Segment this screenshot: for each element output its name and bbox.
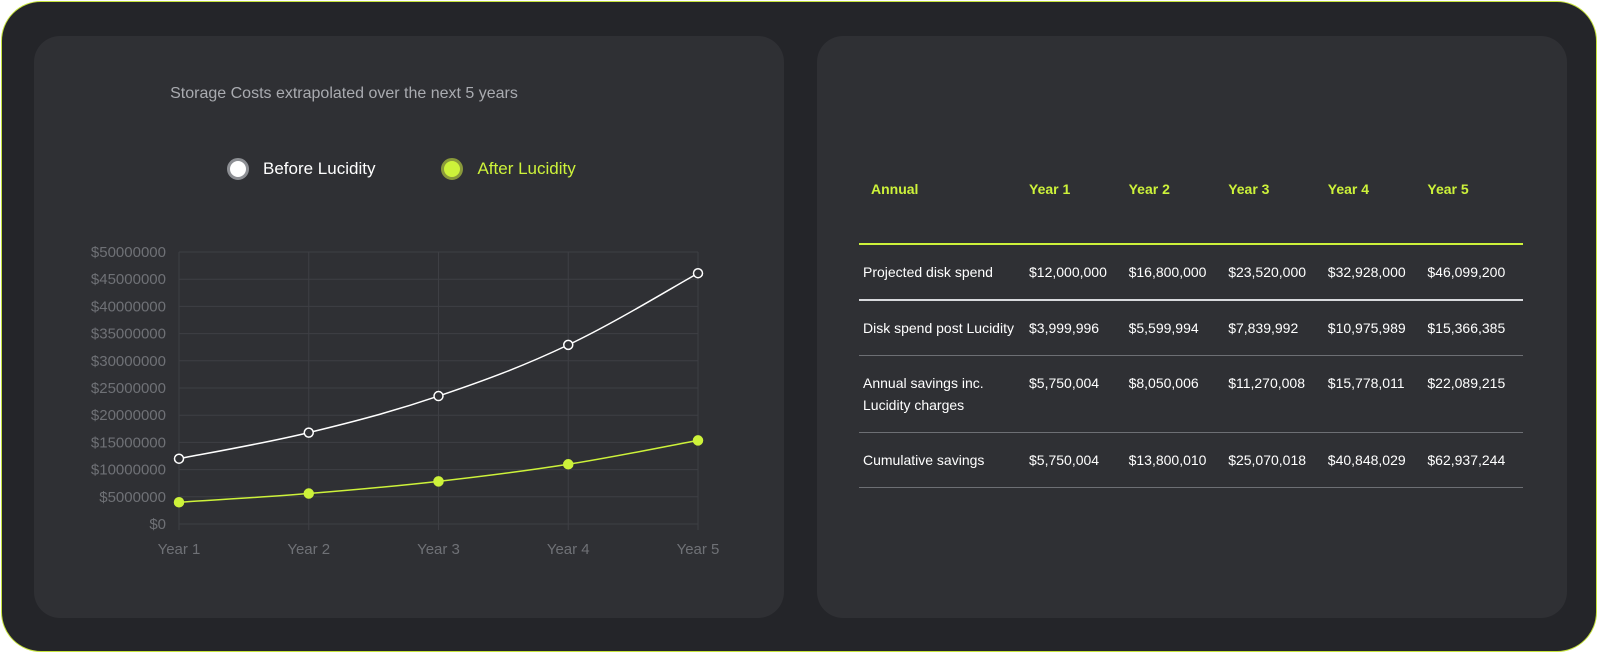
data-point-before: [303, 427, 314, 438]
y-tick-label: $5000000: [99, 489, 166, 506]
x-tick-label: Year 2: [287, 541, 330, 558]
row-label: Projected disk spend: [859, 244, 1025, 301]
row-label: Annual savings inc. Lucidity charges: [859, 355, 1025, 433]
header-year-1: Year 1: [1025, 181, 1125, 245]
header-year-4: Year 4: [1323, 181, 1424, 245]
table-cell: $12,000,000: [1025, 244, 1125, 301]
table-cell: $22,089,215: [1423, 355, 1523, 433]
data-point-after: [563, 459, 574, 470]
table-cell: $16,800,000: [1124, 244, 1225, 301]
y-tick-label: $15000000: [91, 434, 166, 451]
legend-label-before: Before Lucidity: [263, 159, 376, 178]
x-tick-label: Year 5: [677, 541, 720, 558]
table-header-row: Annual Year 1 Year 2 Year 3 Year 4 Year …: [859, 181, 1523, 245]
y-tick-label: $30000000: [91, 353, 166, 370]
line-chart: $0 $5000000 $10000000 $15000000 $20000000 $25…: [91, 244, 720, 558]
data-point-before: [433, 390, 444, 402]
savings-table-wrap: Annual Year 1 Year 2 Year 3 Year 4 Year …: [859, 181, 1523, 488]
table-cell: $13,800,010: [1124, 432, 1225, 488]
table-row-cumulative: Cumulative savings $5,750,004 $13,800,01…: [859, 432, 1523, 488]
table-panel: Annual Year 1 Year 2 Year 3 Year 4 Year …: [817, 36, 1567, 618]
table-cell: $7,839,992: [1224, 300, 1324, 356]
y-tick-label: $50000000: [91, 244, 166, 261]
table-cell: $23,520,000: [1224, 244, 1324, 301]
chart-panel: Storage Costs extrapolated over the next…: [34, 36, 784, 618]
data-point-before: [692, 267, 704, 279]
data-point-after: [173, 496, 185, 508]
y-tick-label: $20000000: [91, 407, 166, 424]
legend-marker-after-icon: [441, 158, 464, 180]
table-cell: $32,928,000: [1323, 244, 1424, 301]
data-point-after: [303, 488, 314, 499]
x-tick-label: Year 3: [417, 541, 460, 558]
table-cell: $5,599,994: [1124, 300, 1225, 356]
table-cell: $25,070,018: [1224, 432, 1324, 488]
data-point-after: [692, 435, 704, 446]
chart-title: Storage Costs extrapolated over the next…: [170, 85, 518, 102]
header-year-2: Year 2: [1124, 181, 1225, 245]
y-tick-label: $25000000: [91, 380, 166, 397]
table-cell: $10,975,989: [1323, 300, 1424, 356]
table-cell: $5,750,004: [1025, 355, 1125, 433]
table-row-annual-savings: Annual savings inc. Lucidity charges $5,…: [859, 355, 1523, 433]
row-label: Cumulative savings: [859, 432, 1025, 488]
x-tick-label: Year 4: [547, 541, 590, 558]
header-annual: Annual: [859, 181, 1025, 245]
table-cell: $46,099,200: [1423, 244, 1523, 301]
table-cell: $62,937,244: [1423, 432, 1523, 488]
header-year-5: Year 5: [1423, 181, 1523, 245]
x-tick-label: Year 1: [158, 541, 201, 558]
table-cell: $15,366,385: [1423, 300, 1523, 356]
legend-marker-before-icon: [227, 158, 249, 180]
table-row-post-lucidity: Disk spend post Lucidity $3,999,996 $5,5…: [859, 300, 1523, 356]
y-tick-label: $35000000: [91, 326, 166, 343]
data-point-after: [433, 476, 444, 487]
table-cell: $40,848,029: [1323, 432, 1424, 488]
table-cell: $8,050,006: [1124, 355, 1225, 433]
y-tick-label: $40000000: [91, 298, 166, 315]
data-point-before: [173, 453, 185, 464]
table-cell: $11,270,008: [1224, 355, 1324, 433]
y-tick-label: $10000000: [91, 462, 166, 479]
y-tick-label: $45000000: [91, 271, 166, 288]
legend-label-after: After Lucidity: [477, 159, 576, 178]
table-cell: $3,999,996: [1025, 300, 1125, 356]
legend-item-after[interactable]: After Lucidity: [441, 158, 576, 180]
table-cell: $15,778,011: [1323, 355, 1424, 433]
data-point-before: [563, 339, 574, 351]
chart-legend: Before Lucidity After Lucidity: [227, 158, 642, 180]
savings-table: Annual Year 1 Year 2 Year 3 Year 4 Year …: [859, 181, 1523, 488]
table-row-projected: Projected disk spend $12,000,000 $16,800…: [859, 244, 1523, 301]
legend-item-before[interactable]: Before Lucidity: [227, 158, 375, 180]
row-label: Disk spend post Lucidity: [859, 300, 1025, 356]
table-cell: $5,750,004: [1025, 432, 1125, 488]
header-year-3: Year 3: [1224, 181, 1324, 245]
y-tick-label: $0: [149, 516, 166, 533]
